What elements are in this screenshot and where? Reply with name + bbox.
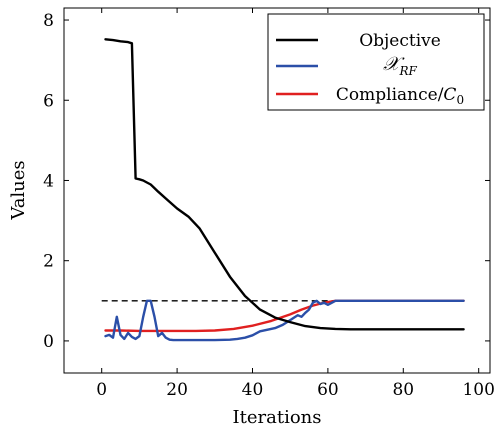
x-tick-label: 40 [242,380,264,400]
x-tick-label: 100 [462,380,494,400]
legend-label-compliance: Compliance/C0 [336,85,464,107]
compliance-subscript: 0 [456,93,464,107]
series-line-objective [104,38,465,331]
x-tick-label: 20 [166,380,188,400]
y-tick-label: 2 [43,252,54,272]
compliance-prefix: Compliance/ [336,85,444,105]
legend: Objective 𝒳RF Compliance/C0 [267,13,485,111]
x-tick-label: 0 [96,380,107,400]
series-line-xrf [104,299,465,342]
tick-layer: 0 20 40 60 80 100 0 2 4 6 8 [43,8,495,400]
x-tick-label: 80 [392,380,414,400]
xrf-subscript: RF [398,64,417,78]
plot-area [101,38,465,342]
x-tick-label: 60 [317,380,339,400]
compliance-symbol: C [443,85,456,105]
legend-label-objective: Objective [359,31,441,51]
y-tick-label: 8 [43,11,54,31]
y-tick-label: 4 [43,171,54,191]
x-axis-label: Iterations [233,407,322,428]
series-line-compliance [104,299,465,333]
y-tick-label: 6 [43,91,54,111]
axes-frame [63,7,491,374]
y-axis-label: Values [8,160,29,220]
y-tick-label: 0 [43,332,54,352]
